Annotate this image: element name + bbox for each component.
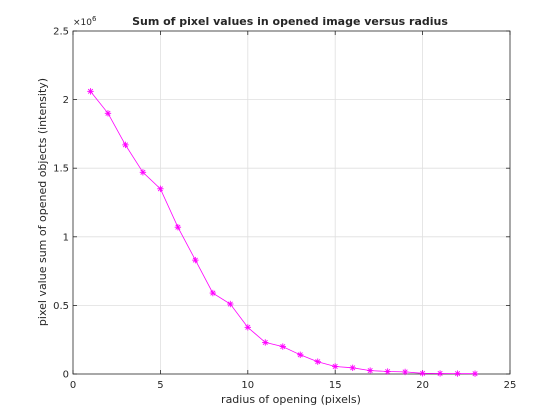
data-point (297, 352, 303, 358)
data-point (105, 110, 111, 116)
data-point (437, 370, 443, 376)
data-point (349, 365, 355, 371)
data-point (280, 343, 286, 349)
y-axis-multiplier-exponent: 6 (92, 15, 97, 23)
x-axis-ticks: 0 5 10 15 20 25 (70, 31, 517, 391)
x-tick-label: 10 (241, 380, 254, 391)
x-axis-label: radius of opening (pixels) (221, 393, 361, 406)
y-axis-label: pixel value sum of opened objects (inten… (36, 78, 49, 326)
data-point (192, 257, 198, 263)
x-tick-label: 15 (329, 380, 342, 391)
y-tick-label: 0.5 (53, 301, 69, 312)
data-point (87, 88, 93, 94)
x-tick-label: 20 (416, 380, 429, 391)
y-tick-label: 1 (63, 232, 69, 243)
y-tick-label: 0 (63, 370, 69, 381)
data-point (140, 169, 146, 175)
y-axis-multiplier: ×106 (73, 15, 97, 28)
series-line (91, 91, 476, 373)
data-point (419, 370, 425, 376)
y-tick-label: 2 (63, 95, 69, 106)
grid-lines (73, 31, 510, 374)
data-point (367, 367, 373, 373)
x-tick-label: 25 (504, 380, 517, 391)
plot-area-frame (73, 31, 510, 374)
y-tick-label: 2.5 (53, 27, 69, 38)
data-point (122, 142, 128, 148)
x-tick-label: 5 (157, 380, 163, 391)
chart-title: Sum of pixel values in opened image vers… (132, 15, 448, 28)
y-axis-ticks: 0 0.5 1 1.5 2 2.5 (53, 27, 510, 381)
data-point (454, 370, 460, 376)
y-axis-multiplier-base: ×10 (73, 18, 92, 28)
data-point (315, 358, 321, 364)
x-tick-label: 0 (70, 380, 76, 391)
data-point (332, 363, 338, 369)
data-point (227, 301, 233, 307)
series-layer (87, 88, 478, 377)
data-point (175, 224, 181, 230)
data-point (210, 290, 216, 296)
y-tick-label: 1.5 (53, 164, 69, 175)
data-point (472, 371, 478, 377)
data-point (157, 186, 163, 192)
